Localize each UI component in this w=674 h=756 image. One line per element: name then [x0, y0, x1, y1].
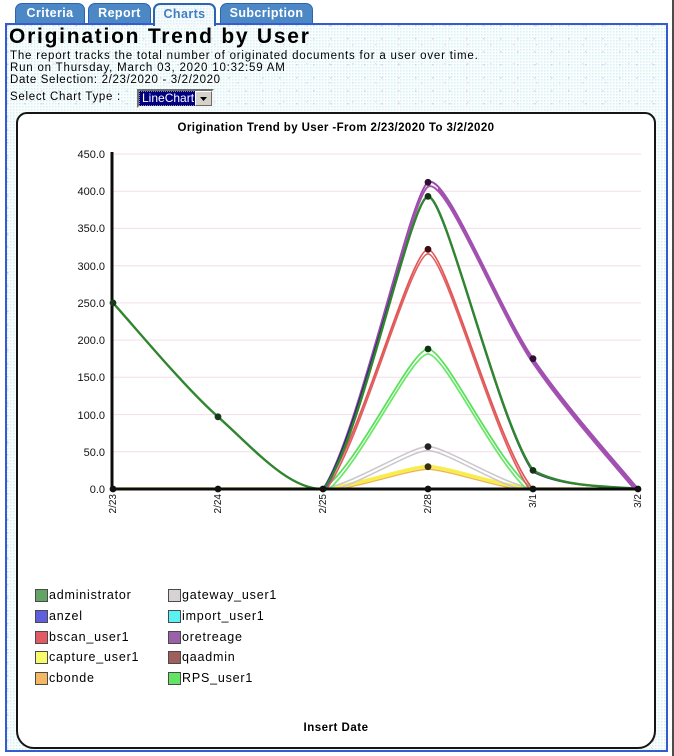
svg-text:100.0: 100.0	[77, 410, 105, 422]
svg-text:3/2: 3/2	[633, 494, 644, 508]
svg-text:300.0: 300.0	[77, 261, 105, 273]
svg-text:200.0: 200.0	[77, 335, 105, 347]
svg-text:50.0: 50.0	[84, 447, 105, 459]
svg-text:0.0: 0.0	[90, 484, 105, 496]
svg-text:2/24: 2/24	[213, 494, 224, 514]
svg-text:2/25: 2/25	[318, 494, 329, 514]
svg-text:2/28: 2/28	[423, 494, 434, 514]
svg-text:3/1: 3/1	[528, 494, 539, 508]
svg-text:350.0: 350.0	[77, 223, 105, 235]
svg-text:400.0: 400.0	[77, 186, 105, 198]
svg-text:150.0: 150.0	[77, 372, 105, 384]
svg-text:2/23: 2/23	[108, 494, 119, 514]
svg-text:450.0: 450.0	[77, 149, 105, 161]
svg-text:250.0: 250.0	[77, 298, 105, 310]
